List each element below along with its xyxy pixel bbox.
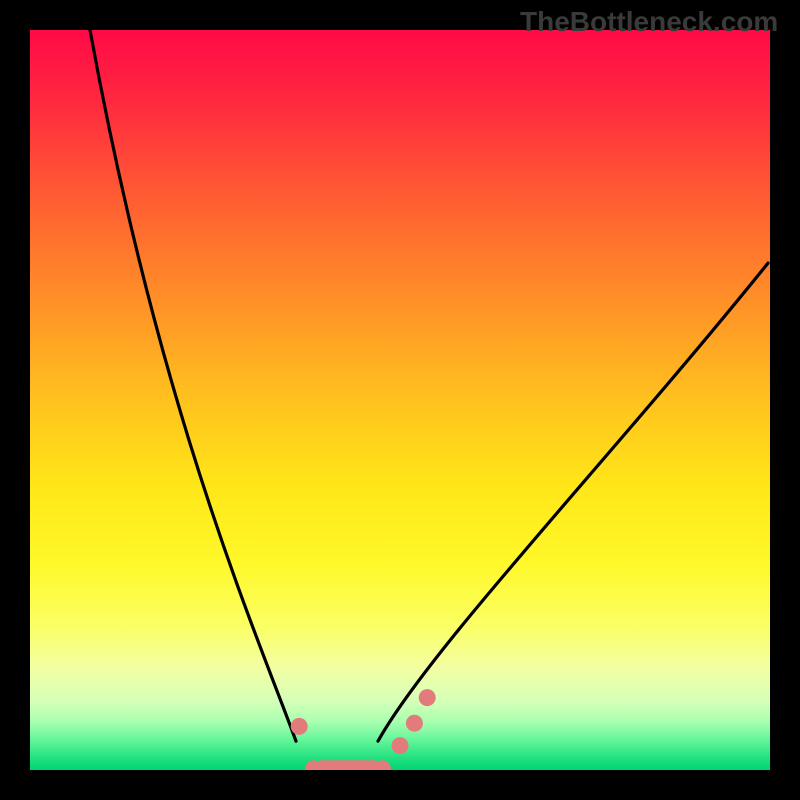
valley-bar-marker (314, 760, 383, 770)
curve-marker-dot (406, 715, 423, 732)
curve-marker-dot (392, 737, 409, 754)
chart-frame (30, 30, 770, 770)
watermark-text: TheBottleneck.com (520, 6, 778, 38)
curve-marker-dot (291, 718, 308, 735)
chart-svg (30, 30, 770, 770)
curve-marker-dot (419, 689, 436, 706)
gradient-background (30, 30, 770, 770)
